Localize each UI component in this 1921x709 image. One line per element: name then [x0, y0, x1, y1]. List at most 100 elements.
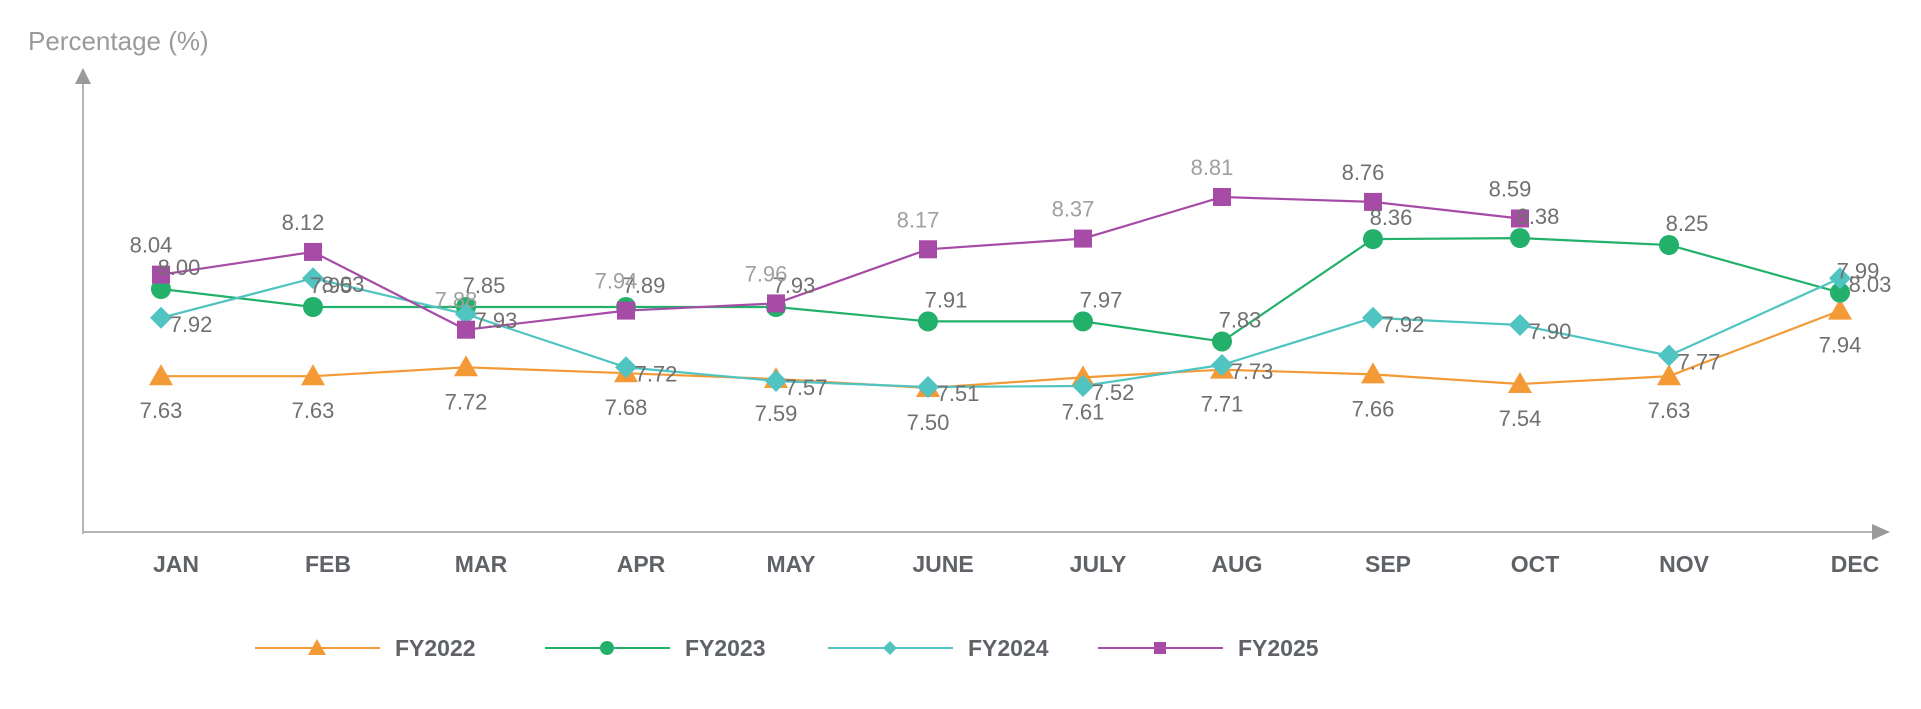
fy2022-data-label: 7.59 — [755, 401, 798, 426]
fy2023-data-point — [1073, 311, 1093, 332]
fy2023-data-label: 8.38 — [1517, 204, 1560, 229]
fy2025-data-point — [617, 301, 635, 320]
fy2024-data-point — [150, 306, 172, 329]
fy2022-data-point — [1657, 364, 1681, 386]
x-tick-label: NOV — [1659, 551, 1710, 577]
fy2023-data-point — [1212, 331, 1232, 352]
x-tick-label: MAY — [767, 551, 816, 577]
fy2023-data-point — [303, 297, 323, 317]
fy2023-series-line — [160, 236, 1841, 343]
fy2022-data-label: 7.54 — [1499, 406, 1542, 431]
fy2024-data-label: 7.90 — [1529, 319, 1572, 344]
y-axis-arrow — [75, 68, 91, 84]
fy2022-data-label: 7.50 — [907, 410, 950, 435]
fy2024-data-label: 7.57 — [785, 375, 828, 400]
fy2024-data-label: 7.51 — [937, 381, 980, 406]
fy2025-data-point — [1364, 192, 1382, 211]
fy2024-data-point — [917, 376, 939, 398]
x-tick-label: DEC — [1831, 551, 1880, 577]
fy2022-data-point — [149, 364, 173, 386]
fy2025-data-label: 8.17 — [897, 207, 940, 232]
fy2024-data-point — [1362, 306, 1384, 329]
fy2022-data-point — [301, 364, 325, 386]
fy2024-legend-marker — [883, 641, 897, 655]
fy2022-data-label: 7.63 — [140, 398, 183, 423]
x-tick-label: JULY — [1070, 551, 1127, 577]
fy2025-data-point — [457, 320, 475, 339]
fy2025-data-label: 7.94 — [595, 269, 638, 294]
fy2023-data-label: 8.25 — [1666, 211, 1709, 236]
fy2022-data-point — [454, 355, 478, 377]
fy2024-data-point — [1658, 344, 1680, 367]
fy2025-data-label: 8.59 — [1489, 176, 1532, 201]
fy2025-legend-label: FY2025 — [1238, 635, 1319, 661]
fy2025-data-point — [919, 240, 937, 259]
fy2024-data-label: 8.03 — [1849, 272, 1892, 297]
fy2025-legend-marker — [1154, 642, 1166, 654]
fy2023-data-label: 7.93 — [773, 273, 816, 298]
fy2023-legend-label: FY2023 — [685, 635, 766, 661]
fy2025-data-point — [1213, 188, 1231, 206]
fy2025-data-label: 8.12 — [282, 210, 325, 235]
x-tick-label: SEP — [1365, 551, 1411, 577]
fy2024-data-point — [615, 356, 637, 379]
y-axis-label: Percentage (%) — [28, 26, 209, 56]
fy2025-data-point — [304, 242, 322, 261]
x-tick-label: AUG — [1211, 551, 1262, 577]
fy2024-data-point — [1211, 353, 1233, 376]
fy2024-data-label: 7.73 — [1231, 359, 1274, 384]
fy2024-data-point — [1072, 375, 1094, 397]
fy2024-data-label: 7.77 — [1678, 350, 1721, 375]
fy2024-data-point — [1829, 267, 1851, 290]
fy2022-data-label: 7.63 — [292, 398, 335, 423]
fy2025-data-point — [767, 294, 785, 313]
fy2023-data-label: 7.85 — [463, 273, 506, 298]
fy2022-data-point — [1828, 298, 1852, 320]
x-tick-label: JAN — [153, 551, 199, 577]
fy2022-data-label: 7.71 — [1201, 392, 1244, 417]
fy2024-data-label: 8.03 — [322, 272, 365, 297]
fy2024-series-line — [160, 277, 1841, 389]
fy2023-data-point — [1830, 282, 1850, 303]
fy2022-legend-marker — [308, 639, 326, 655]
fy2025-data-point — [1074, 229, 1092, 248]
fy2025-data-label: 8.04 — [130, 233, 173, 258]
fy2024-data-point — [765, 370, 787, 392]
x-tick-label: OCT — [1511, 551, 1560, 577]
fy2023-data-point — [151, 279, 171, 299]
fy2025-data-label: 8.76 — [1342, 160, 1385, 185]
x-tick-label: MAR — [455, 551, 508, 577]
fy2025-data-label: 8.81 — [1191, 155, 1234, 180]
fy2025-data-point — [1511, 209, 1529, 228]
fy2025-data-point — [152, 265, 170, 284]
fy2024-data-point — [1509, 314, 1531, 336]
fy2023-data-label: 7.95 — [310, 273, 353, 298]
fy2022-data-label: 7.63 — [1648, 398, 1691, 423]
fy2023-data-point — [1363, 229, 1383, 250]
fy2024-data-label: 7.52 — [1092, 380, 1135, 405]
fy2022-data-label: 7.66 — [1352, 396, 1395, 421]
fy2022-series-line — [161, 309, 1841, 390]
x-tick-label: APR — [617, 551, 666, 577]
fy2023-data-label: 7.97 — [1080, 287, 1123, 312]
fy2025-series-line — [160, 195, 1521, 331]
fy2022-data-label: 7.94 — [1819, 333, 1862, 358]
fy2025-data-label: 8.37 — [1052, 197, 1095, 222]
x-tick-label: JUNE — [912, 551, 973, 577]
fy2024-data-label: 7.92 — [170, 312, 213, 337]
fy2023-data-label: 7.99 — [1837, 259, 1880, 284]
fy2025-data-label: 7.96 — [745, 261, 788, 286]
fy2025-data-label: 7.88 — [435, 288, 478, 313]
fy2022-data-label: 7.72 — [445, 389, 488, 414]
fy2023-data-label: 8.36 — [1370, 205, 1413, 230]
fy2022-data-label: 7.61 — [1062, 399, 1105, 424]
fy2023-data-point — [1659, 235, 1679, 255]
fy2023-data-label: 7.91 — [925, 287, 968, 312]
fy2022-data-label: 7.68 — [605, 395, 648, 420]
fy2023-data-label: 7.83 — [1219, 307, 1262, 332]
x-tick-label: FEB — [305, 551, 351, 577]
fy2024-data-point — [455, 303, 477, 326]
x-axis-arrow — [1872, 524, 1890, 540]
fy2022-legend-label: FY2022 — [395, 635, 476, 661]
